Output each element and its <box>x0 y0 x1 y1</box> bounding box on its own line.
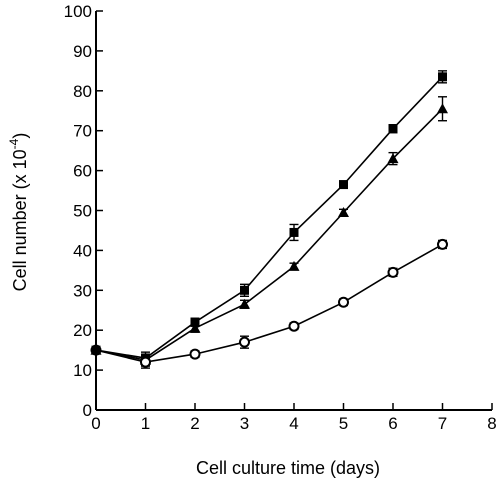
data-point-circle <box>437 238 448 250</box>
data-point-triangle <box>288 260 300 271</box>
x-tick-label: 3 <box>240 414 249 433</box>
data-point-square <box>190 317 200 327</box>
x-tick-label: 7 <box>438 414 447 433</box>
data-point-triangle <box>387 153 399 164</box>
data-point-circle <box>189 348 201 360</box>
y-tick-label: 90 <box>73 42 92 61</box>
data-point-triangle <box>239 298 250 309</box>
y-tick-label: 70 <box>73 122 92 141</box>
data-point-triangle <box>189 322 201 333</box>
data-point-square <box>240 285 249 295</box>
x-tick-label: 2 <box>190 414 199 433</box>
data-markers <box>90 72 448 368</box>
data-point-circle <box>140 356 151 368</box>
data-point-start <box>91 345 101 356</box>
x-tick-label: 0 <box>91 414 100 433</box>
data-point-square <box>339 180 348 190</box>
series-line <box>95 108 444 361</box>
y-tick-label: 50 <box>73 202 92 221</box>
x-tick-label: 4 <box>289 414 298 433</box>
y-tick-label: 0 <box>83 401 92 420</box>
data-point-triangle <box>437 103 448 114</box>
y-axis-title-base: Cell number (x 10 <box>10 149 30 291</box>
x-tick-label: 5 <box>339 414 348 433</box>
data-point-circle <box>288 320 300 332</box>
x-axis-title: Cell culture time (days) <box>196 458 380 478</box>
data-point-circle <box>239 336 250 348</box>
data-point-square <box>388 124 398 134</box>
data-point-circle <box>387 266 399 278</box>
series-line <box>95 243 443 363</box>
y-axis-title: Cell number (x 10-4) <box>7 133 30 292</box>
data-point-circle <box>338 296 349 308</box>
y-tick-label: 40 <box>73 241 92 260</box>
y-axis-title-close: ) <box>10 133 30 139</box>
y-tick-label: 30 <box>73 281 92 300</box>
series-lines <box>95 76 444 363</box>
data-point-square <box>438 72 447 82</box>
x-tick-label: 8 <box>487 414 496 433</box>
y-tick-label: 20 <box>73 321 92 340</box>
data-point-square <box>289 227 299 237</box>
y-tick-label: 10 <box>73 361 92 380</box>
y-tick-label: 100 <box>64 2 92 21</box>
y-tick-label: 60 <box>73 162 92 181</box>
y-axis-title-exponent: -4 <box>7 138 21 149</box>
x-tick-label: 1 <box>141 414 150 433</box>
series-line <box>95 76 444 359</box>
y-tick-label: 80 <box>73 82 92 101</box>
x-tick-label: 6 <box>388 414 397 433</box>
data-point-triangle <box>338 206 349 217</box>
